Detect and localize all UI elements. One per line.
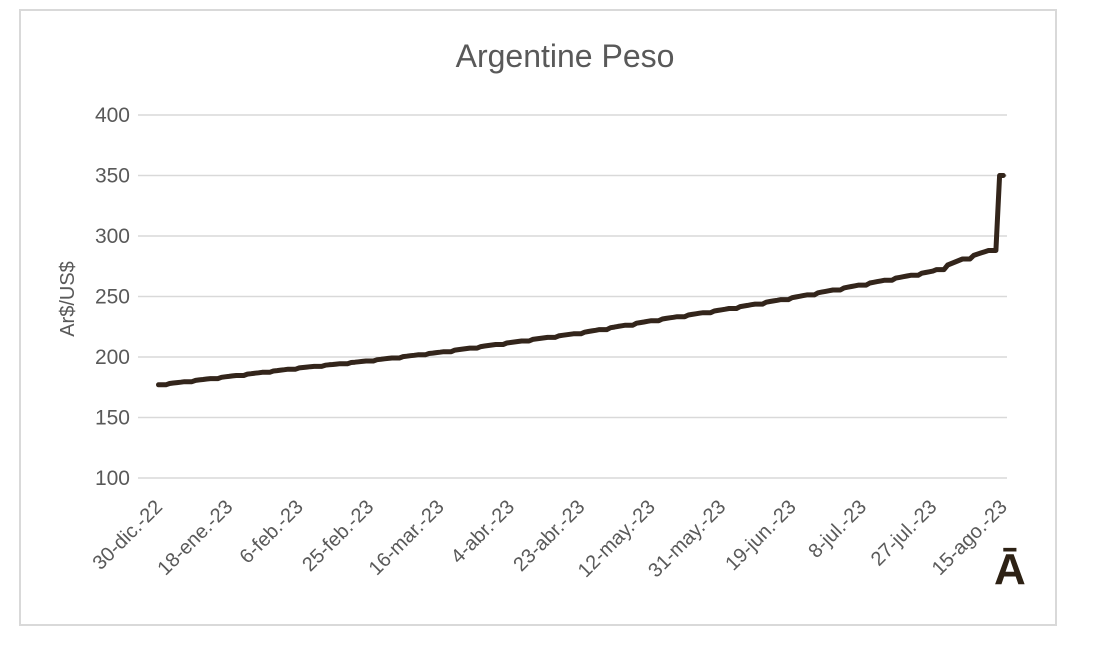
y-tick-label: 400 (95, 104, 130, 127)
y-tick-label: 200 (95, 346, 130, 369)
chart-border-frame (19, 9, 1057, 626)
x-tick-label: 6-feb.-23 (236, 496, 308, 568)
y-tick-label: 150 (95, 407, 130, 430)
y-tick-label: 350 (95, 165, 130, 188)
x-tick-label: 8-jul.-23 (804, 496, 871, 563)
x-tick-label: 4-abr.-23 (447, 496, 519, 568)
stray-glyph-artifact: Ā (994, 545, 1026, 594)
exchange-rate-line (156, 173, 1006, 388)
x-tick-label: 27-jul.-23 (867, 496, 942, 571)
y-tick-label: 250 (95, 286, 130, 309)
x-tick-label: 16-mar.-23 (365, 496, 449, 580)
x-tick-label: 19-jun.-23 (721, 496, 800, 575)
y-tick-label: 100 (95, 467, 130, 490)
chart-title: Argentine Peso (455, 38, 675, 74)
y-tick-label: 300 (95, 225, 130, 248)
x-tick-label: 18-ene.-23 (153, 496, 237, 580)
